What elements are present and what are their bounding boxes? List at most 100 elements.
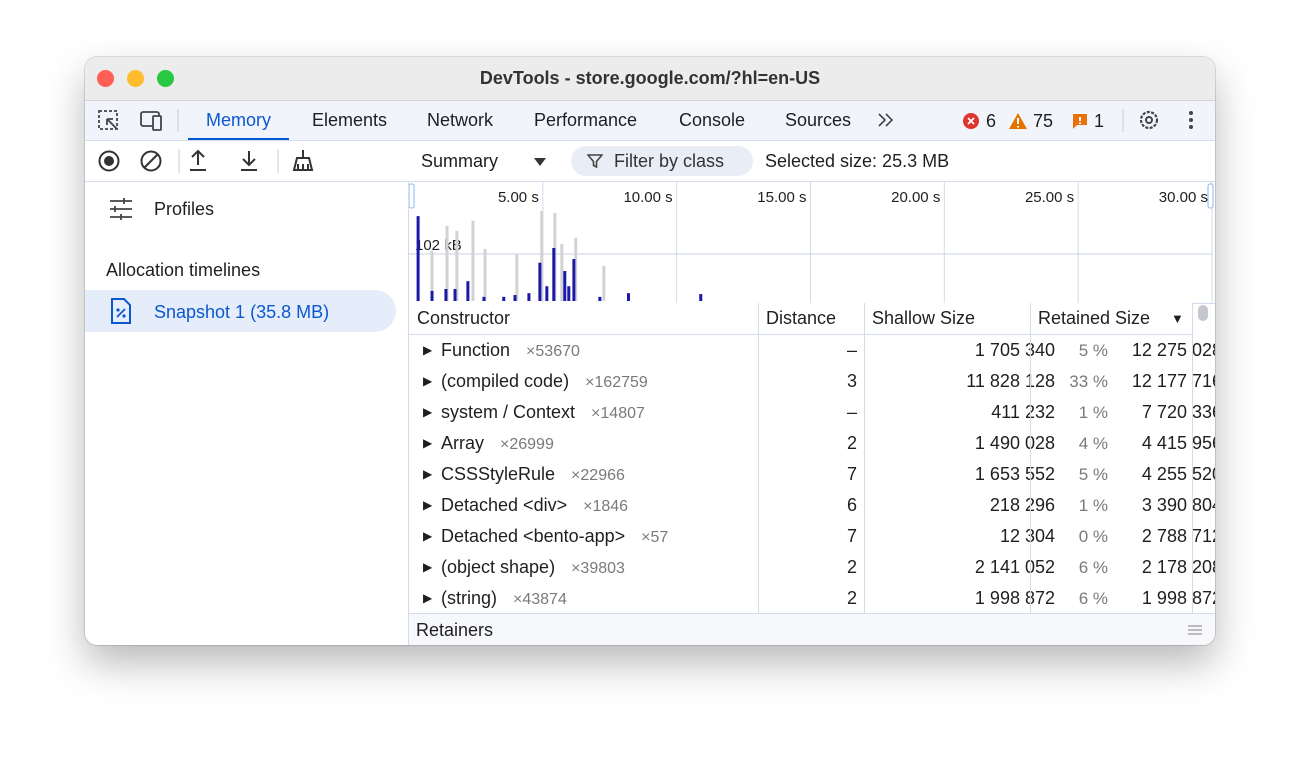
- zoom-button[interactable]: [157, 70, 174, 87]
- constructor-name: (compiled code): [441, 371, 570, 391]
- column-header[interactable]: Constructor: [417, 308, 511, 328]
- retainers-title: Retainers: [416, 620, 494, 640]
- expand-arrow[interactable]: ▶: [423, 467, 433, 481]
- shallow-size: 218 296: [989, 495, 1055, 515]
- tab[interactable]: Console: [679, 110, 746, 130]
- column-header[interactable]: Distance: [766, 308, 837, 328]
- range-handle[interactable]: [1207, 183, 1214, 209]
- constructor-name: Function: [441, 340, 511, 360]
- x-tick-label: 15.00 s: [757, 189, 806, 206]
- devtools-window: DevTools - store.google.com/?hl=en-US Me…: [85, 57, 1215, 645]
- retained-size: 7 720 336: [1141, 402, 1215, 422]
- inspect-icon[interactable]: [98, 110, 118, 130]
- expand-arrow[interactable]: ▶: [423, 498, 433, 512]
- selected-size: Selected size: 25.3 MB: [765, 151, 950, 171]
- retained-size: 4 255 520: [1141, 464, 1215, 484]
- scrollbar-thumb[interactable]: [1198, 305, 1208, 321]
- shallow-percent: 4 %: [1078, 434, 1108, 453]
- shallow-percent: 1 %: [1078, 496, 1108, 515]
- warning-count[interactable]: 75: [1033, 111, 1054, 131]
- allocation-bar: [626, 293, 630, 301]
- expand-arrow[interactable]: ▶: [423, 374, 433, 388]
- warning-icon: [1009, 113, 1027, 129]
- constructor-name: Detached <bento-app>: [441, 526, 626, 546]
- constructor-cell: (string) ×43874: [441, 583, 567, 614]
- table-header: Constructor Distance Shallow Size Retained …: [409, 303, 1192, 335]
- tab[interactable]: Network: [427, 110, 494, 130]
- constructor-cell: Function ×53670: [441, 335, 580, 366]
- snapshot-icon: [111, 298, 131, 324]
- allocation-bar: [602, 265, 606, 301]
- snapshot-item[interactable]: [85, 290, 396, 332]
- error-count[interactable]: 6: [986, 111, 997, 131]
- range-handle[interactable]: [409, 183, 415, 209]
- table-row[interactable]: ▶ Detached <div> ×1846 6 218 296 1 % 3 390 804…: [409, 490, 1215, 521]
- shallow-percent: 5 %: [1078, 341, 1108, 360]
- settings-icons: [1122, 109, 1193, 132]
- menu-button[interactable]: [1189, 111, 1193, 129]
- resize-handle[interactable]: [1187, 624, 1203, 636]
- issue-icon: [1073, 114, 1087, 129]
- x-tick-label: 5.00 s: [498, 189, 539, 206]
- constructor-name: (string): [441, 588, 498, 608]
- expand-arrow[interactable]: ▶: [423, 591, 433, 605]
- tab[interactable]: Memory: [187, 101, 290, 140]
- tab[interactable]: Sources: [785, 110, 852, 130]
- column-header[interactable]: Retained Size: [1038, 308, 1151, 328]
- shallow-percent: 0 %: [1078, 527, 1108, 546]
- minimize-button[interactable]: [127, 70, 144, 87]
- view-select[interactable]: Summary: [421, 151, 499, 171]
- expand-arrow[interactable]: ▶: [423, 560, 433, 574]
- table-row[interactable]: ▶ CSSStyleRule ×22966 7 1 653 552 5 % 4 255 52…: [409, 459, 1215, 490]
- snapshot-label[interactable]: Snapshot 1 (35.8 MB): [154, 302, 330, 322]
- load-button[interactable]: [190, 149, 206, 171]
- shallow-size: 11 828 128: [966, 371, 1055, 391]
- shallow-size: 12 304: [999, 526, 1055, 546]
- allocation-bar: [444, 289, 448, 301]
- distance: 3: [846, 371, 857, 391]
- heap-table: Constructor Distance Shallow Size Retained …: [409, 303, 1215, 613]
- filter-placeholder[interactable]: Filter by class: [614, 151, 725, 171]
- save-button[interactable]: [241, 151, 257, 171]
- tab[interactable]: Performance: [534, 110, 638, 130]
- constructor-cell: CSSStyleRule ×22966: [441, 459, 625, 490]
- collect-garbage-button[interactable]: [292, 150, 314, 171]
- instance-count: ×57: [641, 529, 669, 546]
- toolbar-icons: [98, 109, 179, 132]
- expand-arrow[interactable]: ▶: [423, 436, 433, 450]
- distance: 7: [846, 464, 857, 484]
- allocation-bar: [567, 286, 571, 301]
- shallow-size: 411 232: [991, 402, 1055, 422]
- more-tabs[interactable]: [873, 101, 903, 140]
- table-row[interactable]: ▶ (compiled code) ×162759 3 11 828 128 33 % 12…: [409, 366, 1215, 397]
- x-tick-label: 20.00 s: [891, 189, 940, 206]
- table-row[interactable]: ▶ system / Context ×14807 – 411 232 1 % 7 720 …: [409, 397, 1215, 428]
- expand-arrow[interactable]: ▶: [423, 529, 433, 543]
- filter-box[interactable]: [571, 146, 753, 176]
- shallow-size: 1 653 552: [974, 464, 1055, 484]
- sort-arrow[interactable]: ▼: [1171, 311, 1184, 326]
- filter-icon: [587, 154, 603, 169]
- close-button[interactable]: [97, 70, 114, 87]
- distance: 2: [846, 433, 857, 453]
- tab[interactable]: Elements: [312, 110, 388, 130]
- expand-arrow[interactable]: ▶: [423, 343, 433, 357]
- shallow-percent: 6 %: [1078, 558, 1108, 577]
- table-row[interactable]: ▶ (object shape) ×39803 2 2 141 052 6 % 2 178 …: [409, 552, 1215, 583]
- settings-button[interactable]: [1139, 110, 1159, 130]
- distance: 2: [846, 557, 857, 577]
- retainers-panel: Retainers: [409, 613, 1215, 645]
- clear-button[interactable]: [140, 150, 162, 172]
- column-header[interactable]: Shallow Size: [872, 308, 976, 328]
- instance-count: ×39803: [571, 560, 625, 577]
- table-row[interactable]: ▶ Detached <bento-app> ×57 7 12 304 0 % 2 788 …: [409, 521, 1215, 552]
- column-divider: [1030, 303, 1031, 613]
- expand-arrow[interactable]: ▶: [423, 405, 433, 419]
- issue-count[interactable]: 1: [1094, 111, 1105, 131]
- constructor-name: CSSStyleRule: [441, 464, 556, 484]
- record-button[interactable]: [98, 150, 120, 172]
